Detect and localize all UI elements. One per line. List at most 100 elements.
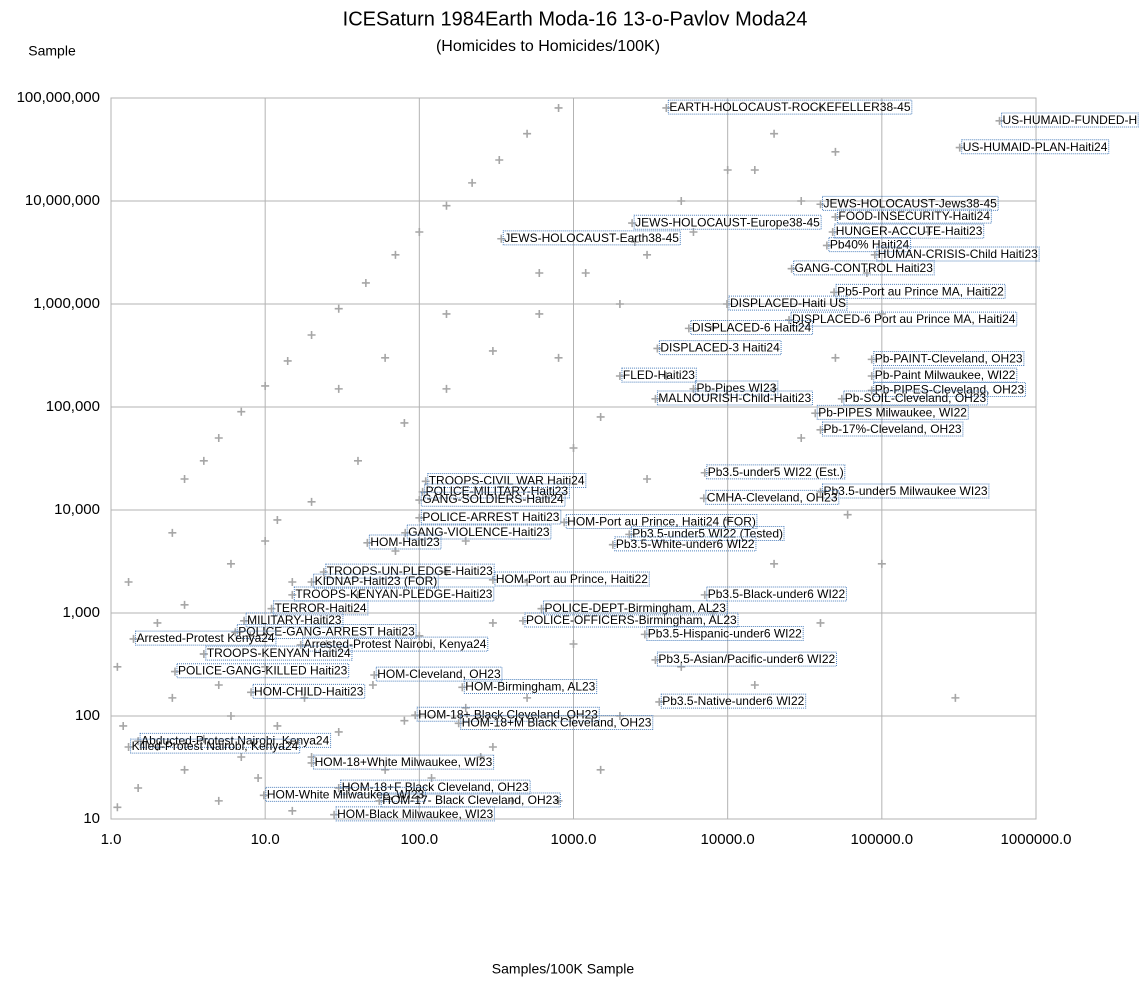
- annotation-label: MILITARY-Haiti23: [247, 613, 342, 627]
- annotation-box: [340, 779, 531, 795]
- point: [816, 487, 825, 496]
- point: [596, 412, 605, 421]
- point: [427, 774, 436, 783]
- point: [334, 727, 343, 736]
- x-tick-label: 1000000.0: [1001, 831, 1072, 848]
- annotation-label: Pb3.5-Native-under6 WI22: [662, 694, 804, 708]
- point: [662, 103, 671, 112]
- annotation-box: [130, 738, 301, 754]
- point: [495, 156, 504, 165]
- point: [391, 250, 400, 259]
- point: [523, 693, 532, 702]
- annotation-label: JEWS-HOLOCAUST-Earth38-45: [504, 231, 679, 245]
- annotation-box: [961, 139, 1110, 155]
- point: [700, 590, 709, 599]
- annotation-label: HOM-CHILD-Haiti23: [254, 684, 364, 698]
- point: [401, 528, 410, 537]
- annotation-label: POLICE-GANG-KILLED Haiti23: [178, 664, 348, 678]
- annotation-label: HOM-18+ Black Cleveland, OH23: [418, 707, 598, 721]
- annotation-label: FLED-Haiti23: [623, 368, 695, 382]
- annotation-box: [690, 320, 814, 336]
- point: [523, 129, 532, 138]
- point: [415, 228, 424, 237]
- point: [180, 600, 189, 609]
- point: [226, 559, 235, 568]
- point: [787, 264, 796, 273]
- annotation-label: Pb3.5-under5 WI22 (Est.): [708, 465, 844, 479]
- annotation-box: [656, 390, 813, 406]
- annotation-label: FOOD-INSECURITY-Haiti24: [838, 209, 990, 223]
- point: [345, 783, 354, 792]
- point: [168, 693, 177, 702]
- point: [699, 494, 708, 503]
- point: [261, 537, 270, 546]
- annotation-box: [424, 483, 570, 499]
- point: [113, 662, 122, 671]
- point: [554, 353, 563, 362]
- annotation-box: [873, 382, 1026, 398]
- x-tick-label: 100.0: [401, 831, 439, 848]
- annotation-box: [313, 754, 495, 770]
- point: [361, 278, 370, 287]
- point: [722, 300, 731, 308]
- point: [995, 116, 1004, 125]
- annotation-label: US-HUMAID-FUNDED-H: [1003, 113, 1138, 127]
- point: [411, 711, 420, 720]
- point: [615, 371, 624, 380]
- point: [488, 575, 497, 584]
- point: [497, 234, 506, 243]
- point: [862, 268, 871, 277]
- point: [560, 518, 569, 527]
- annotation-label: HOM-Cleveland, OH23: [377, 667, 501, 681]
- point: [628, 219, 637, 228]
- annotation-label: US-HUMAID-PLAN-Haiti24: [963, 140, 1108, 154]
- annotation-label: Pb-SOIL-Cleveland, OH23: [845, 391, 987, 405]
- annotation-label: GANG-SOLDIERS-Haiti24: [422, 492, 564, 506]
- point: [391, 546, 400, 555]
- annotation-box: [630, 526, 785, 542]
- point: [300, 693, 309, 702]
- annotation-box: [873, 367, 1018, 383]
- point: [400, 418, 409, 427]
- annotation-label: HOM-Black Milwaukee, WI23: [337, 807, 493, 821]
- annotation-box: [706, 586, 847, 602]
- annotation-box: [368, 534, 442, 550]
- point: [237, 407, 246, 416]
- annotation-box: [420, 491, 566, 507]
- annotation-box: [420, 509, 562, 525]
- point: [214, 434, 223, 443]
- annotation-label: Pb3.5-Black-under6 WI22: [708, 587, 846, 601]
- point: [951, 693, 960, 702]
- point: [468, 178, 477, 187]
- point: [353, 590, 362, 599]
- annotation-box: [633, 214, 822, 230]
- annotation-label: POLICE-ARREST Haiti23: [422, 510, 559, 524]
- annotation-label: KIDNAP-Haiti23 (FOR): [315, 574, 438, 588]
- point: [288, 577, 297, 586]
- point: [461, 537, 470, 546]
- annotation-label: Pb3.5-under5 Milwaukee WI23: [823, 484, 987, 498]
- point: [554, 796, 563, 805]
- annotation-label: HOM-Port au Prince, Haiti24 (FOR): [567, 514, 756, 528]
- annotation-label: POLICE-MILITARY-Haiti23: [426, 484, 569, 498]
- annotation-box: [375, 666, 503, 682]
- y-tick-label: 100: [75, 707, 100, 724]
- point: [723, 165, 732, 174]
- point: [554, 103, 563, 112]
- annotation-box: [816, 404, 969, 420]
- point: [677, 197, 686, 205]
- annotation-box: [325, 563, 495, 579]
- annotation-box: [790, 311, 1018, 327]
- point: [830, 288, 839, 297]
- annotation-label: Abducted-Protest Nairobi, Kenya24: [141, 733, 329, 747]
- point: [375, 796, 384, 805]
- y-tick-label: 10,000: [54, 501, 100, 518]
- point: [655, 697, 664, 706]
- y-axis-title: Sample: [28, 43, 76, 59]
- annotation-label: HOM-Birmingham, AL23: [465, 679, 595, 693]
- point: [153, 618, 162, 627]
- point: [877, 559, 886, 568]
- annotation-label: Arrested-Protest Nairobi, Kenya24: [304, 637, 487, 651]
- annotation-label: Pb5-Port au Prince MA, Haiti22: [837, 284, 1004, 298]
